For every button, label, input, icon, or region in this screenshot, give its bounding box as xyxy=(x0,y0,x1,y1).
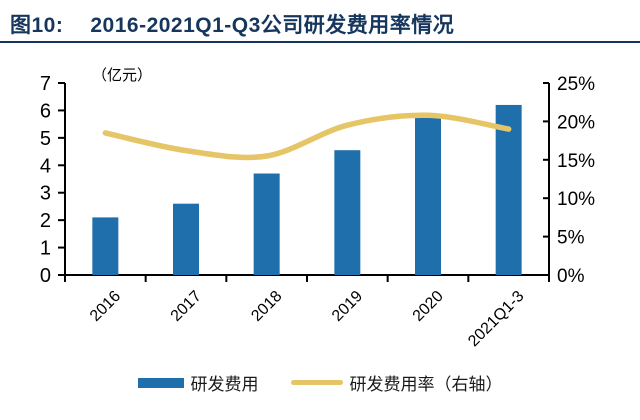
legend-label-rd-expense: 研发费用 xyxy=(190,375,259,394)
bar-2016 xyxy=(92,217,119,275)
bar-2017 xyxy=(173,203,199,275)
bar-2020 xyxy=(415,117,441,276)
left-axis-unit-label: （亿元） xyxy=(92,67,152,84)
right-axis-tick-label: 10% xyxy=(557,189,595,210)
x-axis-category-label: 2020 xyxy=(410,288,447,325)
x-axis-category-label: 2016 xyxy=(87,288,124,325)
bar-2019 xyxy=(334,150,361,275)
left-axis-tick-label: 6 xyxy=(40,100,51,122)
right-axis-tick-label: 20% xyxy=(557,112,595,133)
chart-legend: 研发费用 研发费用率（右轴） xyxy=(0,370,640,395)
legend-line-swatch xyxy=(290,380,343,385)
left-axis-tick-label: 2 xyxy=(40,210,51,232)
right-axis-tick-label: 0% xyxy=(557,266,585,287)
right-axis-tick-label: 15% xyxy=(557,151,595,172)
bar-2018 xyxy=(253,173,280,275)
figure-number: 图10: xyxy=(10,14,64,37)
x-axis-category-label: 2018 xyxy=(248,288,285,325)
figure-title: 2016-2021Q1-Q3公司研发费用率情况 xyxy=(90,14,455,37)
left-axis-tick-label: 0 xyxy=(40,265,51,287)
header-rule xyxy=(0,41,640,43)
figure-header: 图10: 2016-2021Q1-Q3公司研发费用率情况 xyxy=(10,9,454,39)
left-axis-tick-label: 4 xyxy=(40,155,51,177)
rd-expense-ratio-line xyxy=(102,112,512,161)
right-axis-tick-label: 25% xyxy=(557,74,595,95)
x-axis-category-label: 2021Q1-3 xyxy=(465,288,527,350)
left-axis-tick-label: 3 xyxy=(40,183,51,205)
x-axis-category-label: 2019 xyxy=(329,288,366,325)
legend-item-rd-expense: 研发费用 xyxy=(137,370,259,395)
bar-2021Q1-3 xyxy=(495,104,522,275)
right-axis-tick-label: 5% xyxy=(557,228,585,249)
legend-bar-swatch xyxy=(137,377,184,388)
legend-item-rd-expense-ratio: 研发费用率（右轴） xyxy=(290,370,503,395)
left-axis-tick-label: 7 xyxy=(40,73,51,95)
left-axis-tick-label: 5 xyxy=(40,128,51,150)
left-axis-tick-label: 1 xyxy=(40,238,51,260)
legend-label-rd-expense-ratio: 研发费用率（右轴） xyxy=(349,375,503,394)
x-axis-category-label: 2017 xyxy=(168,288,205,325)
